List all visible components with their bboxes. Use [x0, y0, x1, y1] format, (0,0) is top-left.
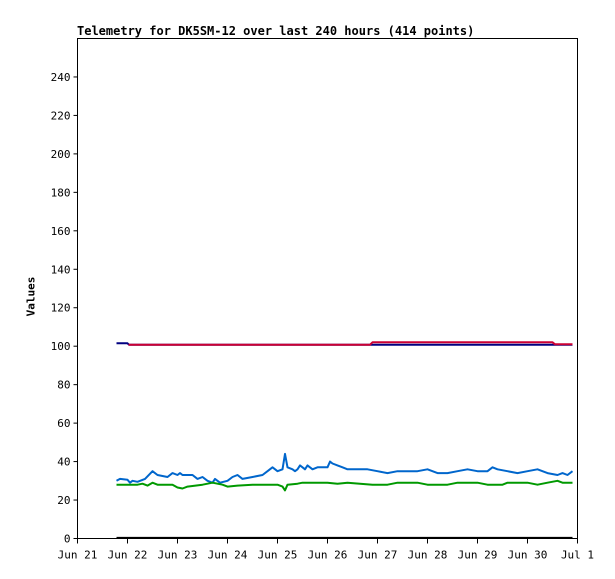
y-tick-label: 180: [51, 186, 71, 199]
x-tick-label: Jun 26: [308, 549, 348, 562]
y-tick-label: 0: [64, 533, 71, 546]
series-line-3: [116, 479, 573, 492]
x-tick-label: Jun 27: [358, 549, 398, 562]
x-tick-label: Jun 23: [158, 549, 198, 562]
y-tick-label: 100: [51, 340, 71, 353]
y-tick-label: 240: [51, 71, 71, 84]
x-tick-label: Jun 28: [408, 549, 448, 562]
x-axis: Jun 21 Jun 22 Jun 23 Jun 24 Jun 25 Jun 26 Jun …: [58, 538, 594, 562]
series-group: [116, 341, 574, 539]
x-tick-label: Jul 1: [561, 549, 594, 562]
x-tick-label: Jun 21: [58, 549, 98, 562]
y-tick-label: 140: [51, 263, 71, 276]
y-tick-label: 120: [51, 302, 71, 315]
x-tick-label: Jun 29: [458, 549, 498, 562]
y-tick-label: 60: [57, 417, 70, 430]
y-tick-label: 40: [57, 456, 70, 469]
series-line-2: [116, 452, 574, 484]
chart-title: Telemetry for DK5SM-12 over last 240 hou…: [77, 24, 475, 38]
y-tick-label: 160: [51, 225, 71, 238]
y-tick-label: 80: [57, 379, 70, 392]
x-tick-label: Jun 24: [208, 549, 248, 562]
y-tick-label: 220: [51, 109, 71, 122]
y-tick-label: 20: [57, 494, 70, 507]
x-tick-label: Jun 22: [108, 549, 148, 562]
y-tick-label: 200: [51, 148, 71, 161]
plot-frame: [77, 38, 578, 539]
x-tick-label: Jun 25: [258, 549, 298, 562]
y-axis: 0 20 40 60 80 100 120 140 160 180 200 220 240: [51, 71, 78, 546]
x-tick-label: Jun 30: [508, 549, 548, 562]
series-line-1: [128, 341, 573, 346]
